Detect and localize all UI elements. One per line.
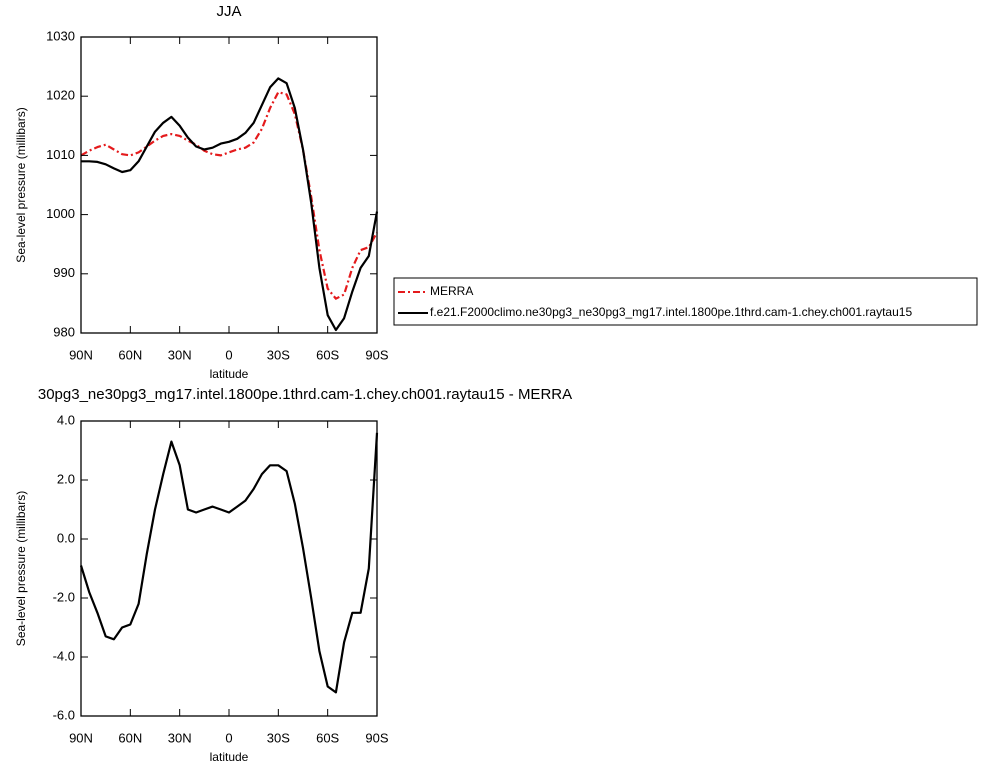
y-tick-label: 1000	[46, 206, 75, 221]
x-tick-label: 90N	[69, 730, 93, 745]
x-tick-label: 30S	[267, 347, 290, 362]
x-tick-label: 60S	[316, 347, 339, 362]
y-tick-label: 0.0	[57, 530, 75, 545]
legend: MERRA f.e21.F2000climo.ne30pg3_ne30pg3_mg…	[393, 277, 978, 326]
x-tick-label: 60N	[118, 347, 142, 362]
y-tick-label: 4.0	[57, 412, 75, 427]
y-tick-label: -6.0	[53, 707, 75, 722]
y-tick-label: -4.0	[53, 648, 75, 663]
plot-frame	[80, 420, 378, 717]
x-axis-label: latitude	[210, 750, 249, 764]
data-line	[79, 432, 379, 694]
chart-title: JJA	[216, 3, 241, 20]
data-line	[81, 77, 379, 332]
chart-title: 30pg3_ne30pg3_mg17.intel.1800pe.1thrd.ca…	[38, 386, 572, 403]
x-tick-label: 0	[225, 347, 232, 362]
legend-box	[393, 277, 978, 326]
x-tick-label: 90N	[69, 347, 93, 362]
x-tick-label: 30N	[168, 730, 192, 745]
x-tick-label: 30S	[267, 730, 290, 745]
y-tick-label: 990	[53, 265, 75, 280]
x-axis-label: latitude	[210, 367, 249, 381]
x-tick-label: 0	[225, 730, 232, 745]
y-tick-label: 2.0	[57, 471, 75, 486]
x-tick-label: 30N	[168, 347, 192, 362]
data-line	[80, 91, 378, 300]
legend-label: f.e21.F2000climo.ne30pg3_ne30pg3_mg17.in…	[430, 305, 912, 319]
x-tick-label: 90S	[365, 730, 388, 745]
x-tick-label: 90S	[365, 347, 388, 362]
x-tick-label: 60N	[118, 730, 142, 745]
y-tick-label: 1010	[46, 147, 75, 162]
y-tick-label: 1030	[46, 28, 75, 43]
y-axis-label: Sea-level pressure (millibars)	[14, 491, 28, 646]
plot-frame	[80, 36, 378, 334]
y-axis-label: Sea-level pressure (millibars)	[14, 107, 28, 262]
y-tick-label: 1020	[46, 88, 75, 103]
x-tick-label: 60S	[316, 730, 339, 745]
y-tick-label: -2.0	[53, 589, 75, 604]
legend-label: MERRA	[430, 284, 473, 298]
y-tick-label: 980	[53, 324, 75, 339]
